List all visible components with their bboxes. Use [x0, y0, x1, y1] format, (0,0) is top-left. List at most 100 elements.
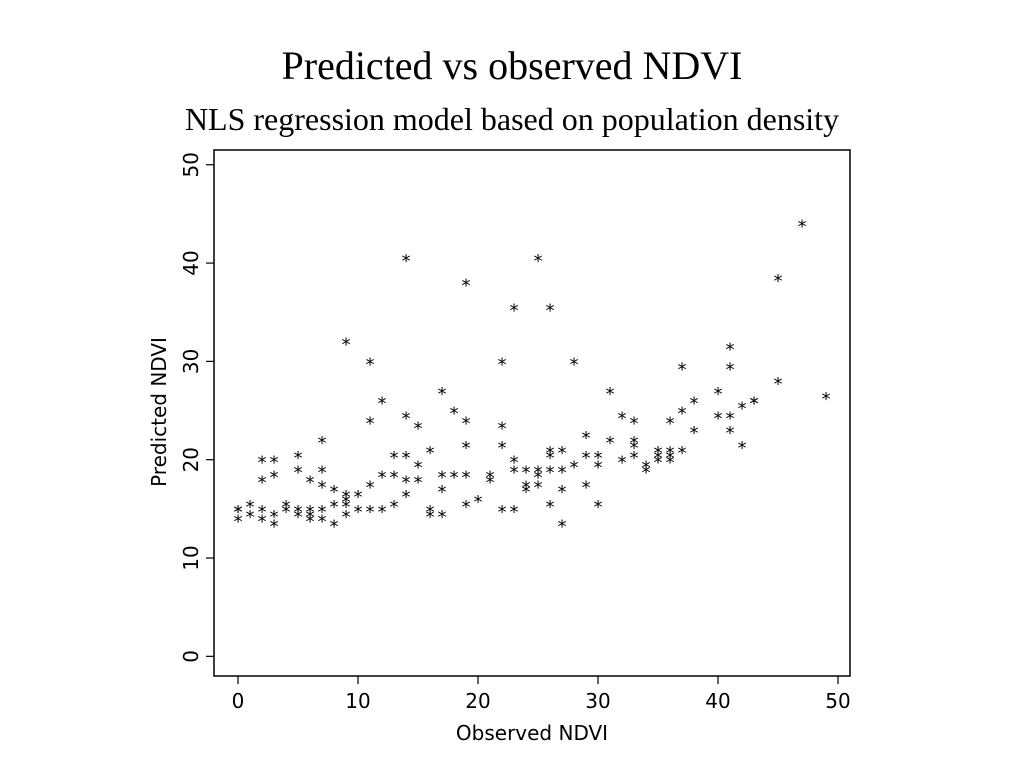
scatter-point: * [773, 374, 784, 395]
scatter-point: * [545, 463, 556, 484]
scatter-point: * [317, 433, 328, 454]
scatter-point: * [497, 418, 508, 439]
scatter-point: * [233, 512, 244, 533]
scatter-point: * [449, 467, 460, 488]
x-tick-label: 50 [825, 689, 850, 713]
x-tick-label: 20 [465, 689, 490, 713]
scatter-point: * [233, 502, 244, 523]
scatter-point: * [437, 384, 448, 405]
scatter-point: * [725, 359, 736, 380]
scatter-point: * [521, 463, 532, 484]
chart-subtitle: NLS regression model based on population… [184, 101, 840, 137]
scatter-point: * [377, 394, 388, 415]
y-tick-label: 10 [179, 545, 203, 570]
scatter-point: * [353, 502, 364, 523]
scatter-point: * [581, 428, 592, 449]
scatter-point: * [629, 413, 640, 434]
scatter-point: * [521, 482, 532, 503]
scatter-point: * [509, 453, 520, 474]
scatter-point: * [281, 497, 292, 518]
scatter-point: * [593, 458, 604, 479]
scatter-point: * [521, 477, 532, 498]
scatter-point: * [725, 340, 736, 361]
y-tick-label: 0 [179, 650, 203, 663]
scatter-point: * [641, 458, 652, 479]
scatter-point: * [437, 482, 448, 503]
scatter-point: * [317, 477, 328, 498]
scatter-point: * [665, 443, 676, 464]
scatter-point: * [749, 394, 760, 415]
scatter-point: * [341, 487, 352, 508]
scatter-point: * [377, 467, 388, 488]
scatter-point: * [461, 497, 472, 518]
scatter-point: * [257, 502, 268, 523]
scatter-point: * [365, 413, 376, 434]
scatter-point: * [245, 497, 256, 518]
scatter-point: * [665, 448, 676, 469]
scatter-point: * [713, 384, 724, 405]
scatter-point: * [413, 458, 424, 479]
scatter-point: * [593, 497, 604, 518]
scatter-point: * [389, 448, 400, 469]
scatter-point: * [581, 477, 592, 498]
scatter-point: * [329, 482, 340, 503]
scatter-point: * [437, 507, 448, 528]
scatter-point: * [605, 384, 616, 405]
y-tick-label: 20 [179, 447, 203, 472]
scatter-point: * [293, 448, 304, 469]
scatter-point: * [725, 408, 736, 429]
scatter-point: * [317, 463, 328, 484]
scatter-point: * [509, 463, 520, 484]
scatter-point: * [557, 482, 568, 503]
scatter-point: * [497, 354, 508, 375]
scatter-point: * [569, 458, 580, 479]
scatter-point: * [437, 467, 448, 488]
scatter-point: * [689, 423, 700, 444]
x-axis: 0 10 20 30 40 50 [232, 676, 851, 713]
scatter-point: * [341, 507, 352, 528]
scatter-point: * [821, 389, 832, 410]
scatter-point: * [269, 453, 280, 474]
scatter-point: * [629, 438, 640, 459]
scatter-point: * [317, 502, 328, 523]
scatter-point: * [665, 453, 676, 474]
scatter-point: * [497, 502, 508, 523]
scatter-point: * [533, 467, 544, 488]
scatter-point: * [545, 448, 556, 469]
scatter-point: * [653, 453, 664, 474]
x-tick-label: 30 [585, 689, 610, 713]
scatter-point: * [545, 497, 556, 518]
scatter-point: * [641, 463, 652, 484]
scatter-point: * [293, 463, 304, 484]
scatter-point: * [269, 517, 280, 538]
scatter-point: * [257, 512, 268, 533]
scatter-point: * [365, 502, 376, 523]
x-tick-label: 10 [345, 689, 370, 713]
scatter-point: * [449, 404, 460, 425]
y-tick-label: 50 [179, 152, 203, 177]
data-points: *** *************************************… [233, 217, 832, 538]
y-axis: 0 10 20 30 40 50 [179, 152, 214, 663]
scatter-point: * [665, 413, 676, 434]
y-tick-label: 40 [179, 250, 203, 275]
scatter-point: * [413, 418, 424, 439]
scatter-point: * [389, 467, 400, 488]
scatter-point: * [533, 251, 544, 272]
scatter-point: * [461, 467, 472, 488]
x-axis-label: Observed NDVI [456, 721, 608, 745]
scatter-point: * [269, 507, 280, 528]
scatter-point: * [533, 477, 544, 498]
scatter-point: * [461, 438, 472, 459]
scatter-point: * [593, 448, 604, 469]
scatter-point: * [737, 438, 748, 459]
scatter-point: * [653, 443, 664, 464]
scatter-point: * [545, 300, 556, 321]
scatter-point: * [545, 443, 556, 464]
scatter-point: * [497, 438, 508, 459]
scatter-point: * [713, 408, 724, 429]
scatter-point: * [677, 359, 688, 380]
scatter-point: * [293, 507, 304, 528]
scatter-point: * [617, 453, 628, 474]
scatter-point: * [329, 517, 340, 538]
scatter-point: * [281, 502, 292, 523]
